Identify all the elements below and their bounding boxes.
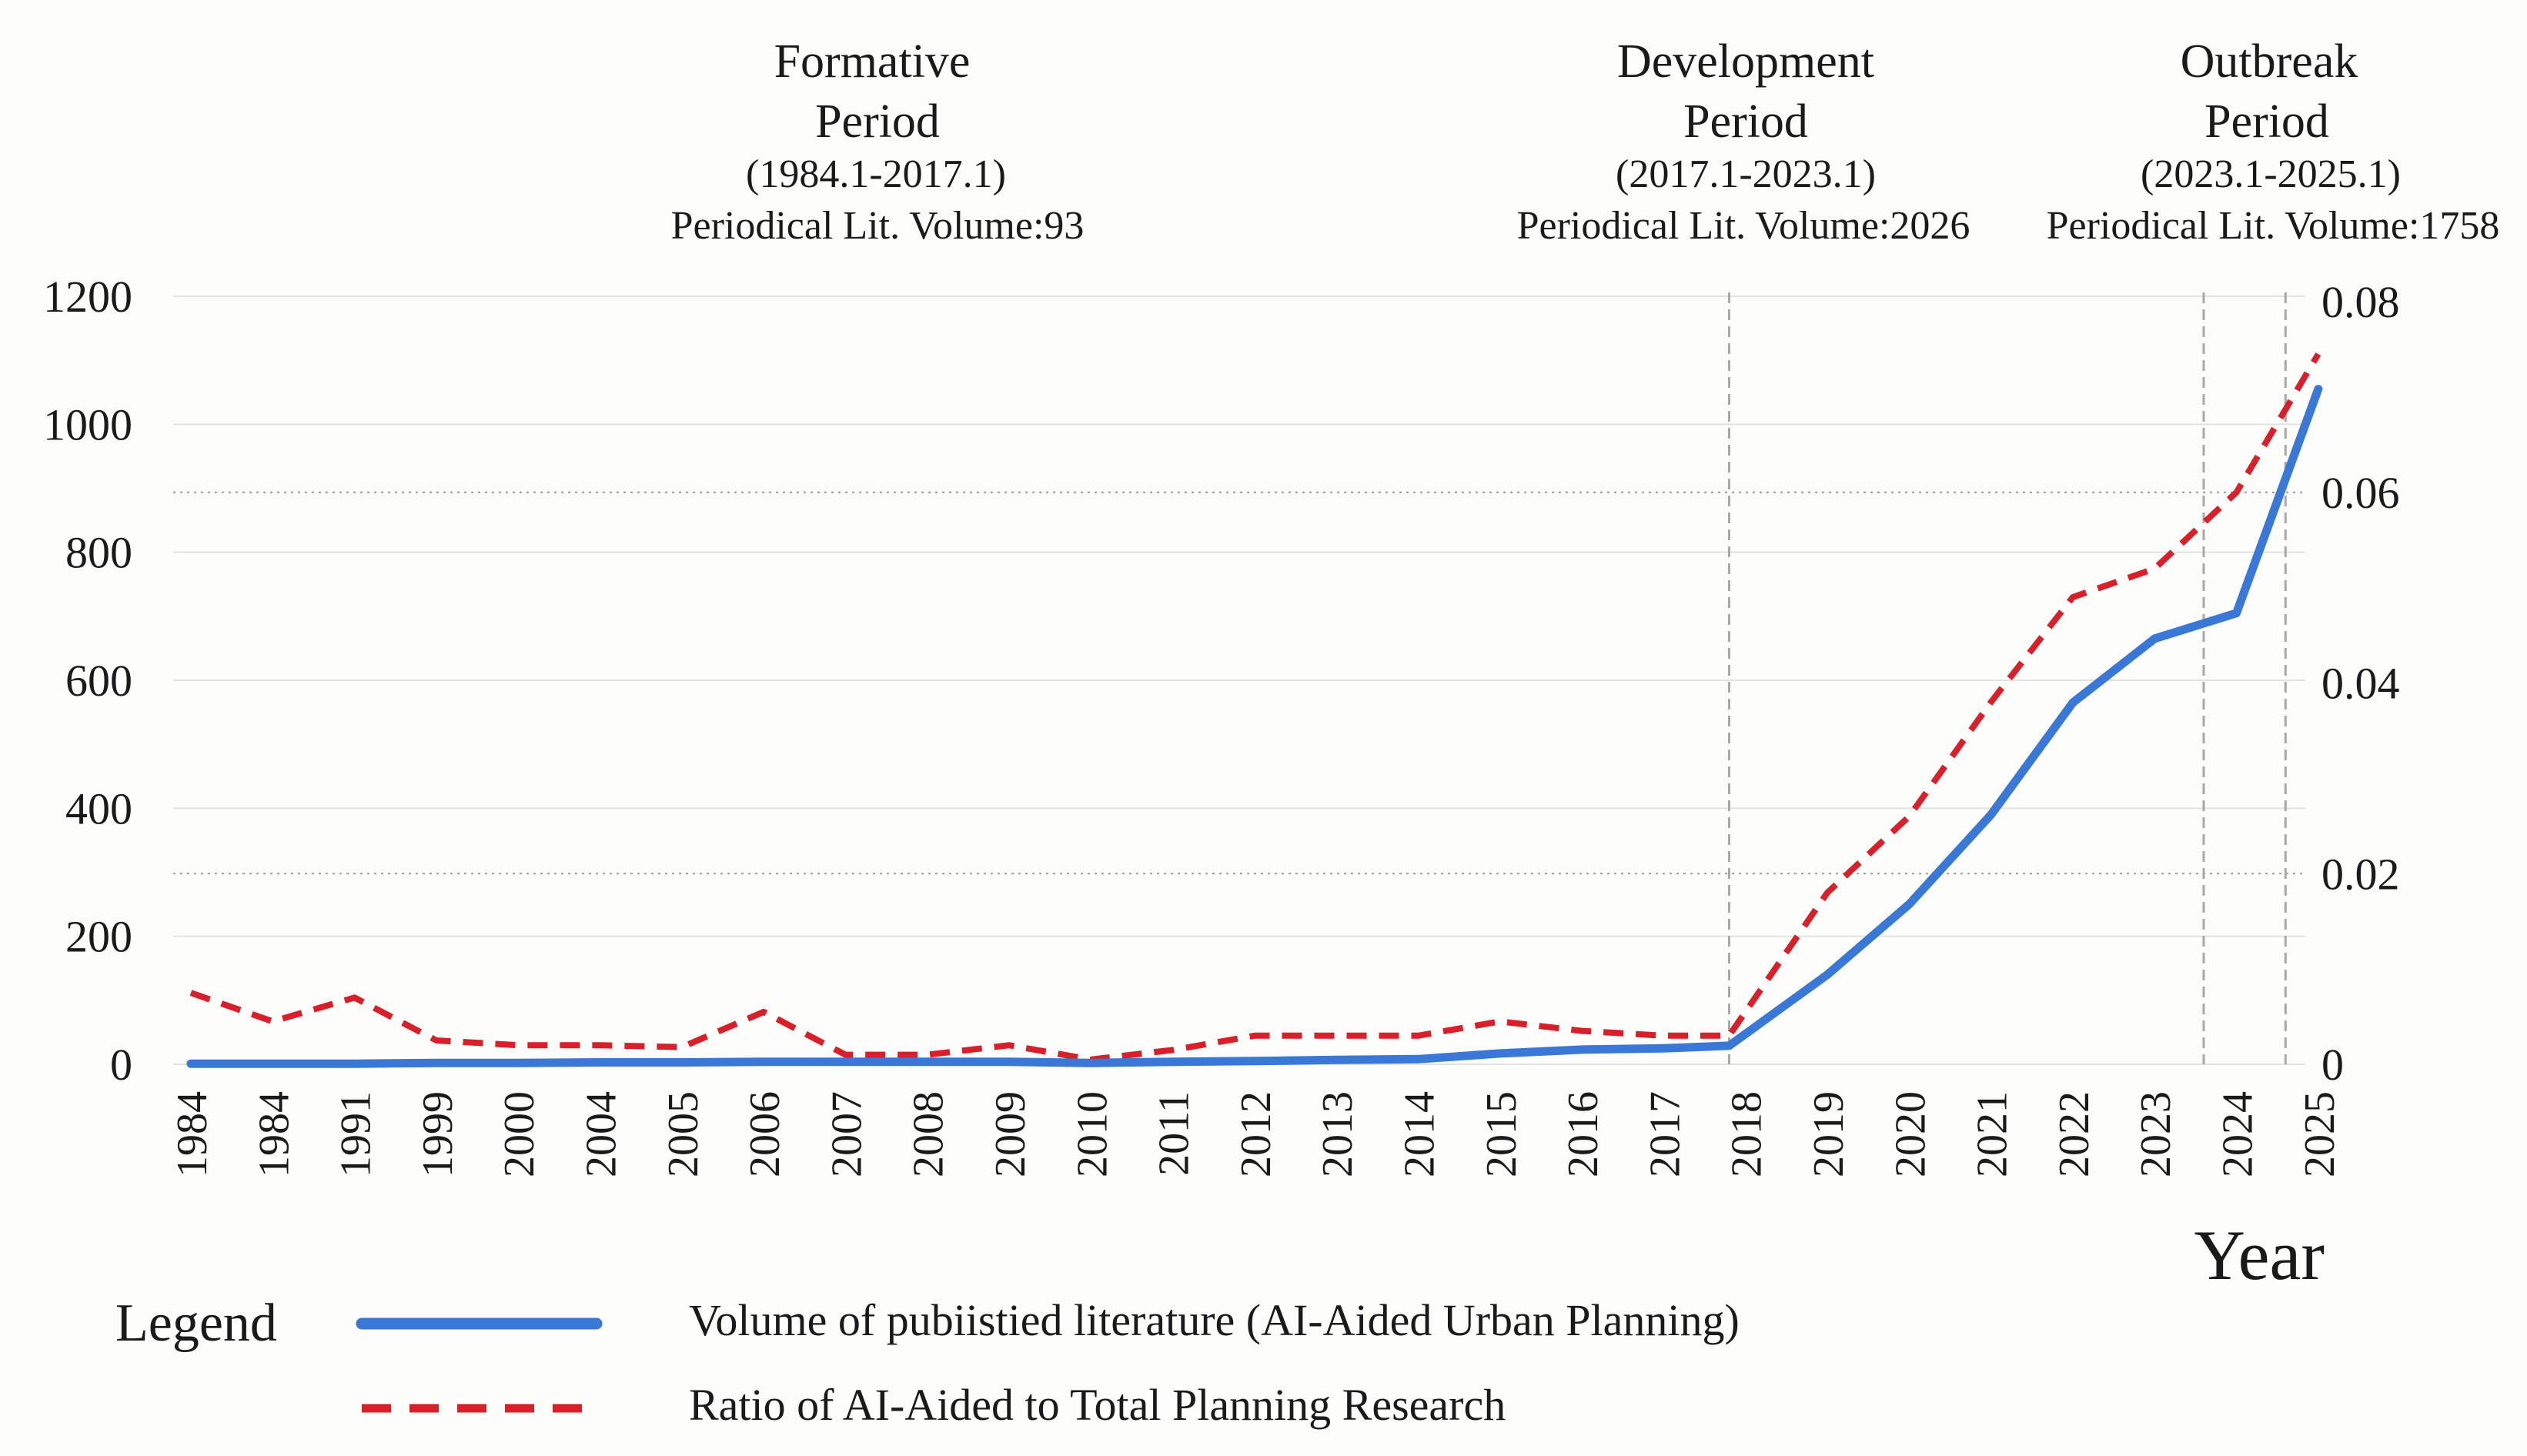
right-tick-label: 0.04 (2321, 659, 2400, 709)
x-tick-label: 2025 (2296, 1091, 2344, 1177)
x-tick-label: 2004 (578, 1091, 626, 1177)
right-tick-label: 0.02 (2321, 849, 2400, 899)
period-volume: Periodical Lit. Volume:2026 (1517, 204, 1970, 248)
gridlines (173, 296, 2305, 1065)
legend-label-volume: Volume of pubiistied literature (AI-Aide… (689, 1295, 1740, 1345)
x-tick-label: 2008 (905, 1091, 953, 1177)
x-tick-label: 2006 (741, 1091, 789, 1177)
right-tick-label: 0.08 (2321, 277, 2400, 327)
x-axis: 1984 1984 1991 1999 2000 2004 2005 2006 2007 2008… (169, 1091, 2344, 1177)
right-tick-label: 0 (2321, 1040, 2344, 1090)
x-tick-label: 2020 (1887, 1091, 1934, 1177)
period-title-2: Period (1683, 95, 1808, 148)
x-tick-label: 2010 (1068, 1091, 1116, 1177)
period-volume: Periodical Lit. Volume:93 (671, 204, 1085, 248)
left-tick-label: 0 (110, 1040, 132, 1090)
x-tick-label: 2012 (1232, 1091, 1280, 1177)
x-tick-label: 1991 (333, 1091, 380, 1177)
x-tick-label: 2014 (1396, 1091, 1444, 1177)
x-tick-label: 2021 (1969, 1091, 2017, 1177)
left-tick-label: 400 (65, 783, 132, 833)
x-tick-label: 2016 (1559, 1091, 1607, 1177)
period-volume: Periodical Lit. Volume:1758 (2047, 204, 2500, 248)
period-range: (2017.1-2023.1) (1616, 152, 1876, 196)
x-tick-label: 1999 (414, 1091, 462, 1177)
period-title-2: Period (815, 95, 940, 148)
left-tick-label: 800 (65, 528, 132, 578)
x-tick-label: 2019 (1805, 1091, 1853, 1177)
series-group (186, 352, 2323, 1068)
period-title-2: Period (2204, 95, 2329, 148)
left-tick-label: 1000 (43, 399, 132, 449)
x-tick-label: 2022 (2051, 1091, 2098, 1177)
right-y-axis: 0 0.02 0.04 0.06 0.08 (2321, 277, 2400, 1090)
x-tick-label: 2005 (660, 1091, 707, 1177)
left-tick-label: 600 (65, 656, 132, 706)
legend: Legend Volume of pubiistied literature (… (115, 1294, 1740, 1430)
legend-title: Legend (115, 1294, 277, 1353)
x-axis-label: Year (2194, 1216, 2325, 1294)
x-tick-label: 1984 (250, 1091, 298, 1177)
x-tick-label: 2013 (1314, 1091, 1362, 1177)
left-y-axis: 0 200 400 600 800 1000 1200 (43, 272, 132, 1090)
period-annotation-development: Development Period (2017.1-2023.1) Perio… (1517, 35, 1970, 248)
period-title: Formative (774, 35, 971, 88)
x-tick-label: 2024 (2214, 1091, 2262, 1177)
x-tick-label: 2011 (1151, 1091, 1198, 1176)
x-tick-label: 2017 (1641, 1091, 1689, 1177)
period-boundary-lines (1727, 292, 2287, 1064)
series-line-volume (186, 385, 2323, 1068)
right-tick-label: 0.06 (2321, 468, 2400, 518)
x-tick-label: 2007 (823, 1091, 871, 1177)
period-annotation-formative: Formative Period (1984.1-2017.1) Periodi… (671, 35, 1085, 248)
period-range: (1984.1-2017.1) (746, 152, 1006, 196)
period-title: Outbreak (2181, 35, 2358, 88)
x-tick-label: 2018 (1723, 1091, 1771, 1177)
period-range: (2023.1-2025.1) (2141, 152, 2401, 196)
x-tick-label: 2023 (2132, 1091, 2180, 1177)
left-tick-label: 200 (65, 912, 132, 962)
left-tick-label: 1200 (43, 272, 132, 322)
legend-label-ratio: Ratio of AI-Aided to Total Planning Rese… (689, 1380, 1506, 1430)
x-tick-label: 2000 (496, 1091, 543, 1177)
period-title: Development (1617, 35, 1874, 88)
x-tick-label: 2009 (987, 1091, 1035, 1177)
period-annotation-outbreak: Outbreak Period (2023.1-2025.1) Periodic… (2047, 35, 2500, 248)
x-tick-label: 1984 (169, 1091, 216, 1177)
series-line-ratio (189, 352, 2321, 1063)
x-tick-label: 2015 (1478, 1091, 1526, 1177)
